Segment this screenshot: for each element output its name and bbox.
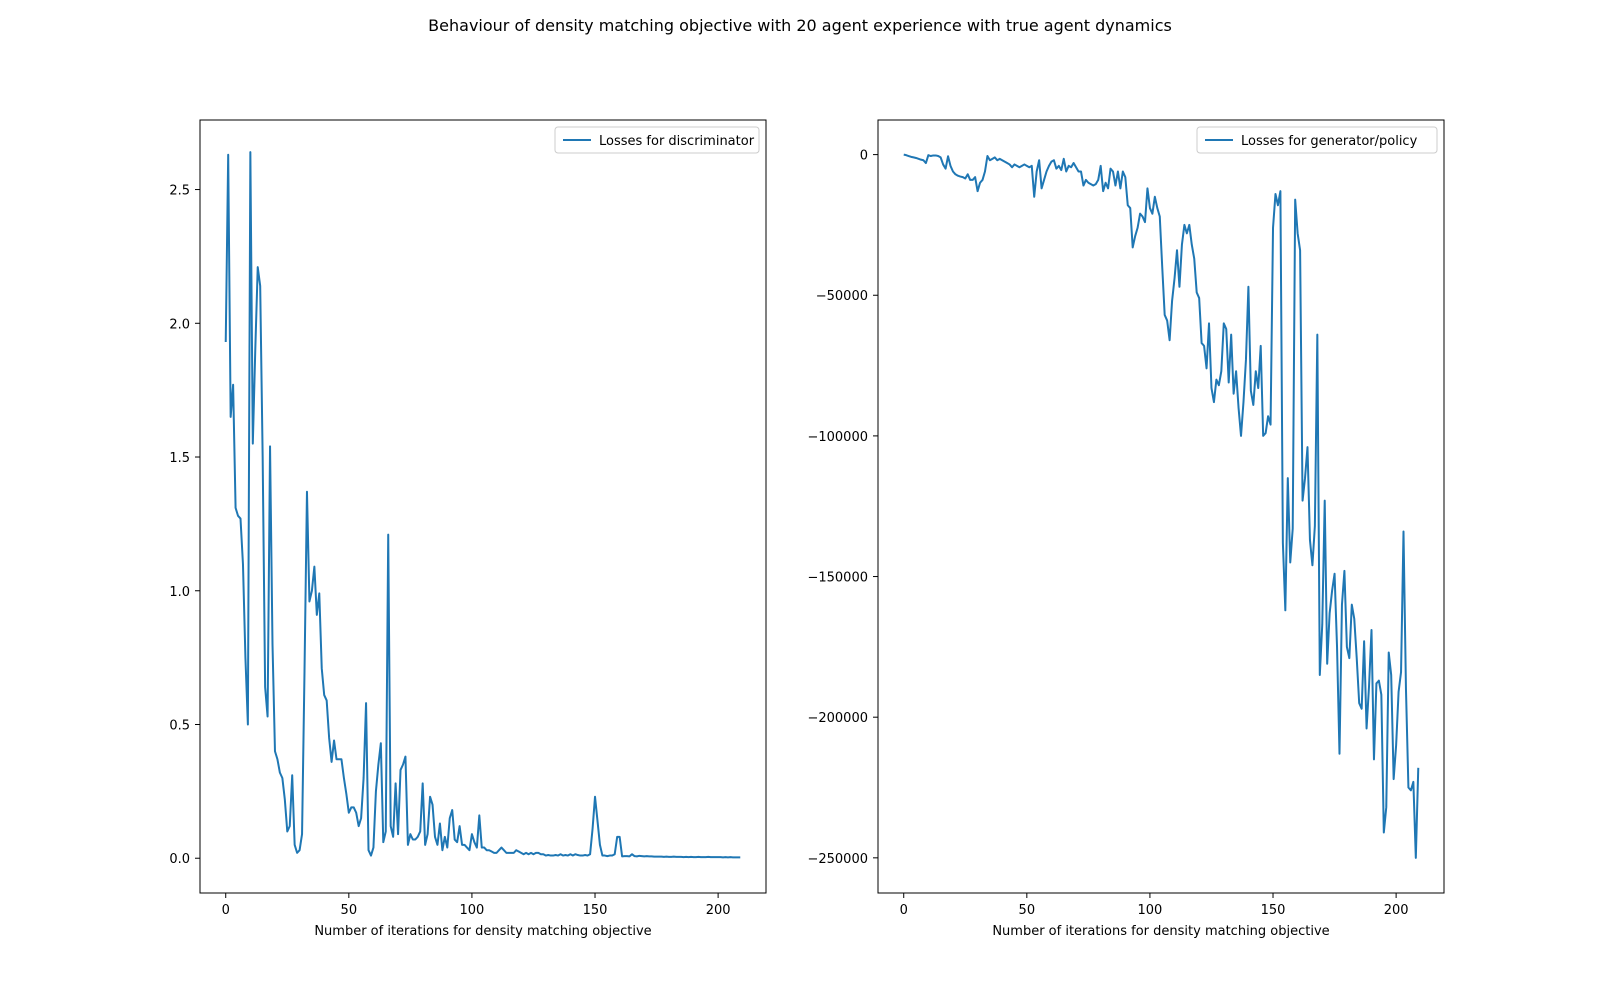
y-tick-label: 1.5 bbox=[169, 451, 190, 466]
legend: Losses for discriminator bbox=[554, 126, 760, 154]
x-tick-label: 200 bbox=[1384, 903, 1409, 918]
x-tick-label: 150 bbox=[583, 903, 608, 918]
y-tick-label: −100000 bbox=[807, 430, 868, 445]
x-tick-label: 50 bbox=[341, 903, 358, 918]
y-tick-label: 0.5 bbox=[169, 718, 190, 733]
y-tick-label: 2.5 bbox=[169, 184, 190, 199]
axes-frame bbox=[877, 119, 1445, 894]
y-tick-label: −50000 bbox=[816, 289, 868, 304]
plot-area bbox=[200, 120, 766, 893]
legend: Losses for generator/policy bbox=[1196, 126, 1438, 154]
axes-frame bbox=[199, 119, 767, 894]
legend-box bbox=[1196, 126, 1438, 154]
x-axis-label: Number of iterations for density matchin… bbox=[314, 924, 651, 939]
figure-title: Behaviour of density matching objective … bbox=[428, 16, 1172, 35]
generator-policy-loss-chart: 0 50 100 150 200 0 −50000 −100000 −150000 −200000… bbox=[807, 119, 1445, 939]
x-tick-label: 100 bbox=[1138, 903, 1163, 918]
y-tick-label: 0 bbox=[860, 149, 868, 164]
legend-label: Losses for generator/policy bbox=[1241, 134, 1418, 149]
y-tick-label: −150000 bbox=[807, 571, 868, 586]
legend-label: Losses for discriminator bbox=[599, 134, 755, 149]
series-line-generator bbox=[903, 153, 1420, 859]
x-tick-label: 200 bbox=[706, 903, 731, 918]
x-tick-label: 50 bbox=[1019, 903, 1036, 918]
y-tick-label: 2.0 bbox=[169, 317, 190, 332]
legend-box bbox=[554, 126, 760, 154]
x-axis-label: Number of iterations for density matchin… bbox=[992, 924, 1329, 939]
y-tick-label: 1.0 bbox=[169, 585, 190, 600]
x-tick-label: 0 bbox=[222, 903, 230, 918]
y-tick-label: −200000 bbox=[807, 711, 868, 726]
x-tick-label: 150 bbox=[1261, 903, 1286, 918]
x-tick-label: 0 bbox=[900, 903, 908, 918]
y-tick-label: −250000 bbox=[807, 852, 868, 867]
y-tick-label: 0.0 bbox=[169, 852, 190, 867]
discriminator-loss-chart: 0 50 100 150 200 0.0 0.5 1.0 1.5 2.0 2.5 Number of … bbox=[169, 119, 767, 939]
series-line-discriminator bbox=[224, 151, 741, 859]
x-tick-label: 100 bbox=[460, 903, 485, 918]
